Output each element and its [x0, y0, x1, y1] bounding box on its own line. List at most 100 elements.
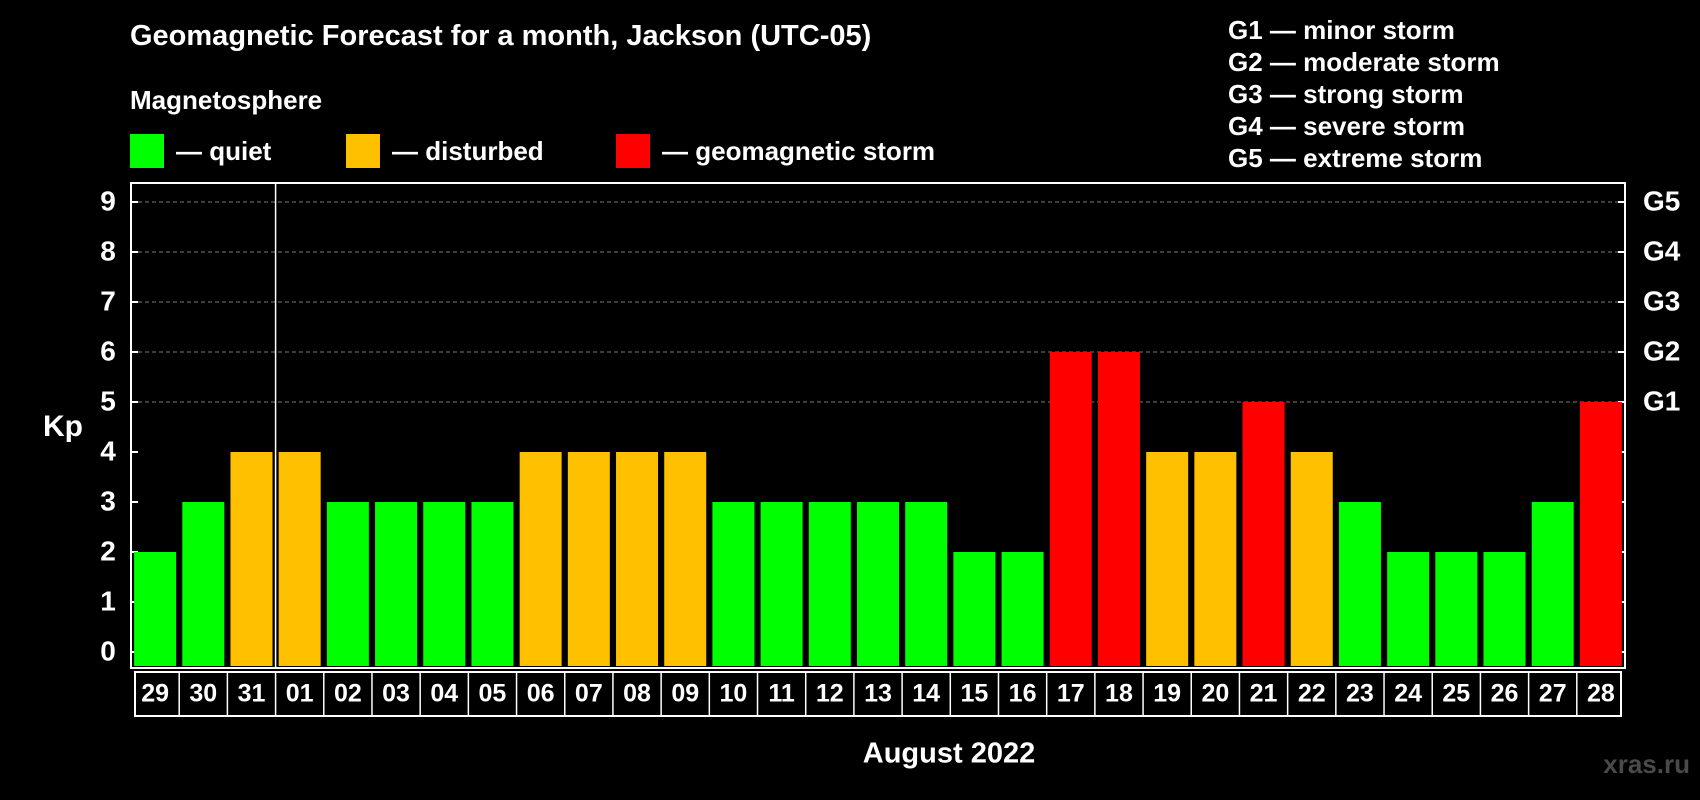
plot-frame — [130, 182, 1626, 669]
x-tick-label: 17 — [1057, 680, 1085, 708]
x-tick-label: 10 — [720, 680, 748, 708]
bar-05 — [471, 502, 514, 666]
storm-scale-g3: G3 — strong storm — [1228, 79, 1464, 109]
right-axis-label: G3 — [1643, 285, 1680, 316]
y-tick-label: 5 — [100, 385, 116, 416]
bar-06 — [519, 452, 562, 666]
x-tick-label: 11 — [768, 680, 795, 708]
x-tick-label: 08 — [623, 680, 651, 708]
x-tick-label: 14 — [912, 680, 940, 708]
storm-scale-g4: G4 — severe storm — [1228, 111, 1466, 141]
x-tick-label: 09 — [671, 680, 699, 708]
x-tick-label: 04 — [430, 680, 458, 708]
bar-22 — [1290, 452, 1333, 666]
storm-scale-g1: G1 — minor storm — [1228, 15, 1455, 45]
bar-21 — [1242, 402, 1285, 666]
bar-04 — [423, 502, 466, 666]
bar-26 — [1483, 552, 1526, 666]
x-tick-label: 30 — [189, 680, 217, 708]
legend-label-disturbed: — disturbed — [392, 135, 544, 166]
chart-title: Geomagnetic Forecast for a month, Jackso… — [130, 20, 872, 52]
storm-scale-g5: G5 — extreme storm — [1228, 143, 1483, 173]
right-axis-label: G2 — [1643, 335, 1680, 366]
y-tick-label: 1 — [100, 585, 116, 616]
bar-24 — [1387, 552, 1430, 666]
bar-01 — [278, 452, 321, 666]
y-axis-label: Kp — [43, 410, 83, 443]
bar-28 — [1579, 402, 1622, 666]
x-tick-label: 19 — [1153, 680, 1181, 708]
x-tick-label: 23 — [1346, 680, 1374, 708]
legend-item-quiet: — quiet — [130, 134, 271, 168]
date-axis-box — [134, 671, 1622, 717]
watermark: xras.ru — [1603, 749, 1690, 779]
legend-label-storm: — geomagnetic storm — [662, 135, 936, 166]
y-tick-label: 4 — [100, 435, 116, 466]
legend-item-storm: — geomagnetic storm — [616, 134, 935, 168]
y-tick-label: 6 — [100, 335, 116, 366]
x-tick-label: 26 — [1491, 680, 1519, 708]
bar-13 — [857, 502, 899, 666]
right-axis-label: G5 — [1643, 185, 1680, 216]
bar-18 — [1097, 352, 1140, 666]
y-tick-label: 0 — [100, 635, 116, 666]
x-tick-label: 13 — [864, 680, 892, 708]
bar-27 — [1531, 502, 1574, 666]
bar-31 — [230, 452, 273, 666]
bar-07 — [567, 452, 610, 666]
storm-scale-legend: G1 — minor storm G2 — moderate storm G3 … — [1228, 14, 1500, 174]
x-tick-label: 21 — [1250, 680, 1278, 708]
x-axis-label: August 2022 — [863, 738, 1035, 770]
bar-10 — [712, 502, 755, 666]
x-tick-label: 25 — [1442, 680, 1470, 708]
x-tick-label: 15 — [960, 680, 988, 708]
y-tick-label: 7 — [100, 285, 116, 316]
x-tick-label: 24 — [1394, 680, 1422, 708]
legend-item-disturbed: — disturbed — [346, 134, 544, 168]
x-tick-label: 01 — [286, 680, 314, 708]
y-tick-label: 8 — [100, 235, 116, 266]
bar-12 — [808, 502, 851, 666]
legend-heading: Magnetosphere — [130, 85, 323, 115]
x-tick-label: 06 — [527, 680, 555, 708]
x-tick-label: 27 — [1539, 680, 1567, 708]
y-tick-label: 3 — [100, 485, 116, 516]
bar-14 — [905, 502, 948, 666]
x-tick-label: 31 — [238, 680, 266, 708]
bar-17 — [1049, 352, 1092, 666]
bar-29 — [134, 552, 177, 666]
bar-25 — [1435, 552, 1478, 666]
x-tick-label: 16 — [1009, 680, 1037, 708]
bar-02 — [326, 502, 369, 666]
bar-30 — [182, 502, 225, 666]
x-tick-label: 29 — [141, 680, 169, 708]
x-tick-label: 03 — [382, 680, 410, 708]
x-tick-label: 05 — [479, 680, 507, 708]
bar-03 — [375, 502, 418, 666]
bar-23 — [1338, 502, 1381, 666]
storm-scale-g2: G2 — moderate storm — [1228, 47, 1500, 77]
x-tick-label: 02 — [334, 680, 362, 708]
bar-16 — [1001, 552, 1044, 666]
bar-20 — [1194, 452, 1237, 666]
right-axis-label: G4 — [1643, 235, 1681, 266]
legend-label-quiet: — quiet — [176, 135, 272, 166]
legend-swatch-disturbed — [346, 134, 380, 168]
bar-15 — [953, 552, 996, 666]
bar-08 — [616, 452, 659, 666]
legend-swatch-storm — [616, 134, 650, 168]
y-tick-label: 2 — [100, 535, 116, 566]
x-tick-label: 12 — [816, 680, 844, 708]
y-tick-label: 9 — [100, 185, 116, 216]
x-tick-label: 07 — [575, 680, 603, 708]
x-tick-label: 18 — [1105, 680, 1133, 708]
bar-19 — [1146, 452, 1189, 666]
x-tick-label: 28 — [1587, 680, 1615, 708]
bar-11 — [760, 502, 803, 666]
right-axis-label: G1 — [1643, 385, 1680, 416]
x-tick-label: 22 — [1298, 680, 1326, 708]
x-tick-label: 20 — [1201, 680, 1229, 708]
bar-09 — [664, 452, 707, 666]
legend-swatch-quiet — [130, 134, 164, 168]
